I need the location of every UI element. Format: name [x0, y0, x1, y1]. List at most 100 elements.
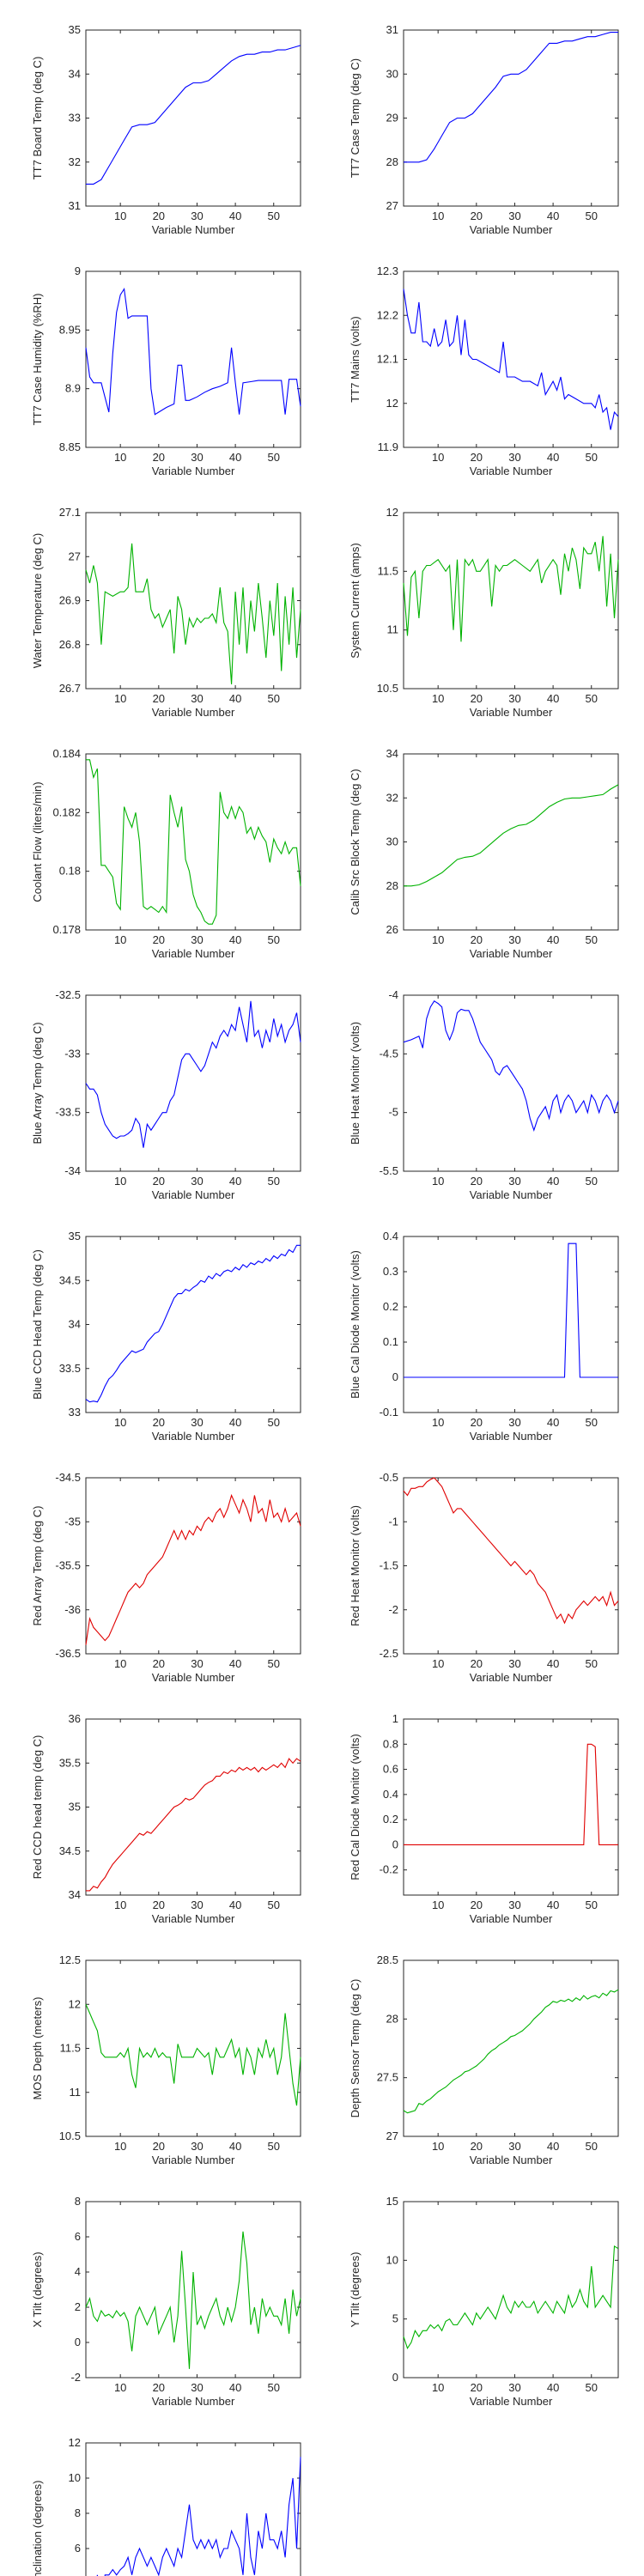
x-tick-label: 20 [471, 692, 483, 705]
x-tick-label: 10 [432, 451, 444, 464]
y-tick-label: 15 [386, 2195, 398, 2208]
x-tick-label: 40 [547, 933, 559, 946]
x-tick-label: 50 [268, 2381, 280, 2394]
x-tick-label: 30 [191, 1657, 203, 1670]
y-tick-label: 11.5 [378, 564, 398, 577]
y-tick-label: 8 [75, 2506, 81, 2519]
x-axis-label: Variable Number [470, 2154, 553, 2166]
chart-panel-11: 10 20 30 40 50 33 33.5 34 34.5 35 Variable Number B… [31, 1230, 301, 1443]
x-tick-label: 20 [153, 2140, 165, 2153]
x-tick-label: 10 [432, 933, 444, 946]
y-axis-label: TT7 Case Temp (deg C) [349, 58, 361, 178]
axes-frame [85, 270, 301, 448]
y-tick-label: 8 [75, 2195, 81, 2208]
x-axis-label: Variable Number [152, 223, 235, 236]
chart-panel-5: 10 20 30 40 50 26.7 26.8 26.9 27 27.1 Variable Num… [31, 506, 301, 719]
x-tick-label: 20 [471, 1899, 483, 1911]
x-tick-label: 20 [153, 1899, 165, 1911]
x-axis-label: Variable Number [470, 465, 553, 477]
x-axis-label: Variable Number [152, 1188, 235, 1201]
series-line [403, 1477, 619, 1625]
axes-frame [403, 512, 619, 690]
x-tick-label: 50 [268, 1416, 280, 1429]
axes-frame [403, 2201, 619, 2379]
axes-frame [403, 1236, 619, 1413]
axes-frame [85, 1477, 301, 1655]
y-tick-label: 5 [392, 2312, 398, 2325]
axes-frame [403, 1959, 619, 2137]
series-line [85, 1244, 301, 1403]
y-tick-label: 2 [75, 2300, 81, 2313]
x-tick-label: 40 [229, 210, 241, 222]
y-tick-label: -2 [70, 2371, 81, 2384]
x-axis-label: Variable Number [470, 1430, 553, 1443]
y-tick-label: 8.85 [59, 440, 81, 453]
x-tick-label: 10 [432, 1899, 444, 1911]
y-tick-label: -0.2 [380, 1863, 398, 1876]
chart-panel-8: 10 20 30 40 50 26 28 30 32 34 Variable Number Calib… [349, 747, 619, 960]
x-tick-label: 30 [508, 451, 520, 464]
y-tick-label: 0.4 [383, 1788, 398, 1801]
x-tick-label: 10 [114, 933, 126, 946]
y-tick-label: 28 [386, 155, 398, 168]
y-tick-label: -36.5 [55, 1647, 81, 1660]
x-tick-label: 20 [471, 1175, 483, 1188]
series-line [404, 1743, 618, 1845]
chart-panel-20: 10 20 30 40 50 0 5 10 15 Variable Number Y Tilt (d… [349, 2195, 619, 2408]
y-tick-label: 0.178 [52, 923, 81, 936]
x-tick-label: 50 [268, 1899, 280, 1911]
y-tick-label: -1 [388, 1515, 398, 1528]
x-tick-label: 20 [471, 2140, 483, 2153]
axes-frame [85, 2442, 301, 2576]
axes-frame [85, 2201, 301, 2379]
x-tick-label: 20 [153, 1657, 165, 1670]
x-tick-label: 30 [508, 1175, 520, 1188]
y-tick-label: 27 [69, 550, 81, 562]
x-tick-label: 20 [471, 210, 483, 222]
x-tick-label: 20 [471, 451, 483, 464]
x-tick-label: 30 [191, 1175, 203, 1188]
x-tick-label: 10 [114, 2140, 126, 2153]
y-tick-label: 0.2 [383, 1813, 398, 1826]
x-tick-label: 10 [432, 210, 444, 222]
y-tick-label: 34.5 [59, 1844, 81, 1857]
x-tick-label: 30 [508, 210, 520, 222]
y-axis-label: Inclination (degrees) [31, 2481, 44, 2576]
chart-panel-19: 10 20 30 40 50 -2 0 2 4 6 8 Variable Number X Tilt (… [31, 2195, 301, 2408]
x-tick-label: 10 [114, 1175, 126, 1188]
axes-frame [403, 753, 619, 931]
y-tick-label: 35.5 [59, 1756, 81, 1769]
series-line [85, 1493, 301, 1645]
y-tick-label: -32.5 [55, 988, 81, 1001]
axes-frame [85, 1236, 301, 1413]
x-tick-label: 50 [586, 2381, 598, 2394]
y-axis-label: Red Heat Monitor (volts) [349, 1505, 361, 1626]
y-tick-label: 0.18 [59, 865, 81, 878]
x-tick-label: 50 [586, 2140, 598, 2153]
x-tick-label: 10 [432, 2140, 444, 2153]
x-tick-label: 30 [191, 451, 203, 464]
x-axis-label: Variable Number [470, 2395, 553, 2408]
y-axis-label: Red CCD head temp (deg C) [31, 1735, 44, 1880]
x-tick-label: 20 [471, 2381, 483, 2394]
x-tick-label: 10 [432, 1416, 444, 1429]
x-tick-label: 50 [268, 692, 280, 705]
x-axis-label: Variable Number [152, 2395, 235, 2408]
x-tick-label: 40 [229, 1175, 241, 1188]
chart-panel-1: 10 20 30 40 50 31 32 33 34 35 Variable Number TT7 B… [31, 23, 301, 236]
y-tick-label: 34 [69, 1888, 81, 1901]
x-tick-label: 10 [114, 451, 126, 464]
x-tick-label: 50 [586, 210, 598, 222]
y-tick-label: -0.1 [380, 1406, 398, 1419]
y-axis-label: MOS Depth (meters) [31, 1997, 44, 2100]
y-tick-label: -36 [64, 1603, 81, 1616]
x-tick-label: 40 [547, 2381, 559, 2394]
y-tick-label: 10 [386, 2253, 398, 2266]
y-tick-label: 33.5 [59, 1362, 81, 1375]
x-axis-label: Variable Number [152, 947, 235, 960]
series-line [85, 1000, 301, 1148]
x-tick-label: 30 [191, 2140, 203, 2153]
y-axis-label: Red Array Temp (deg C) [31, 1506, 44, 1626]
y-tick-label: 11 [387, 623, 399, 636]
x-tick-label: 40 [229, 1657, 241, 1670]
